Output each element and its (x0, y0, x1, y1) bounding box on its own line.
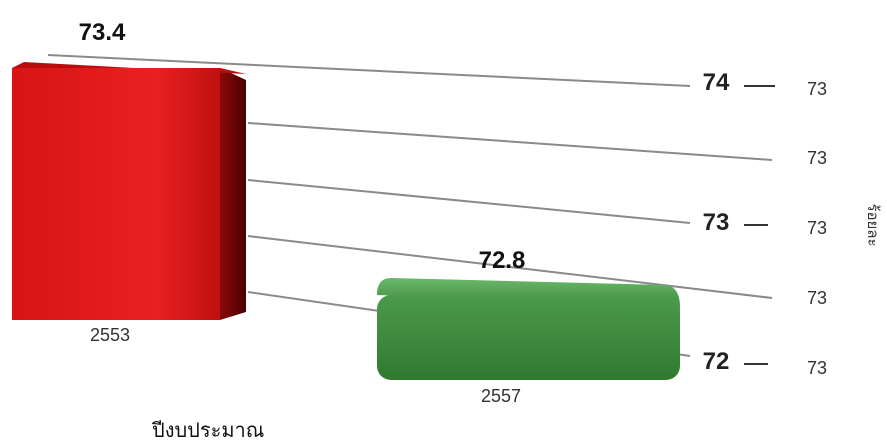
y-tick-label-inner: 73 (703, 209, 730, 236)
y-tick-label-inner: 74 (703, 69, 730, 96)
y-axis-title: ร้อยละ (864, 203, 881, 246)
bar-2557 (377, 295, 680, 380)
gridline (47, 54, 691, 87)
y-tick-label-outer: 73 (807, 288, 827, 308)
x-axis-title: ปีงบประมาณ (152, 420, 265, 440)
gridline (247, 179, 691, 224)
x-tick-label: 2557 (481, 386, 521, 406)
y-tick-label-outer: 73 (807, 218, 827, 238)
y-tick-label-inner: 72 (703, 348, 730, 375)
gridline (247, 122, 773, 161)
data-label: 72.8 (479, 247, 526, 274)
bar-2553 (12, 68, 220, 320)
y-tick-label-outer: 73 (807, 358, 827, 378)
x-tick-label: 2553 (90, 325, 130, 345)
data-label: 73.4 (79, 19, 126, 46)
bar-2553-side (220, 68, 246, 320)
gridline (247, 235, 773, 299)
y-tick-label-outer: 73 (807, 79, 827, 99)
y-tick-label-outer: 73 (807, 148, 827, 168)
